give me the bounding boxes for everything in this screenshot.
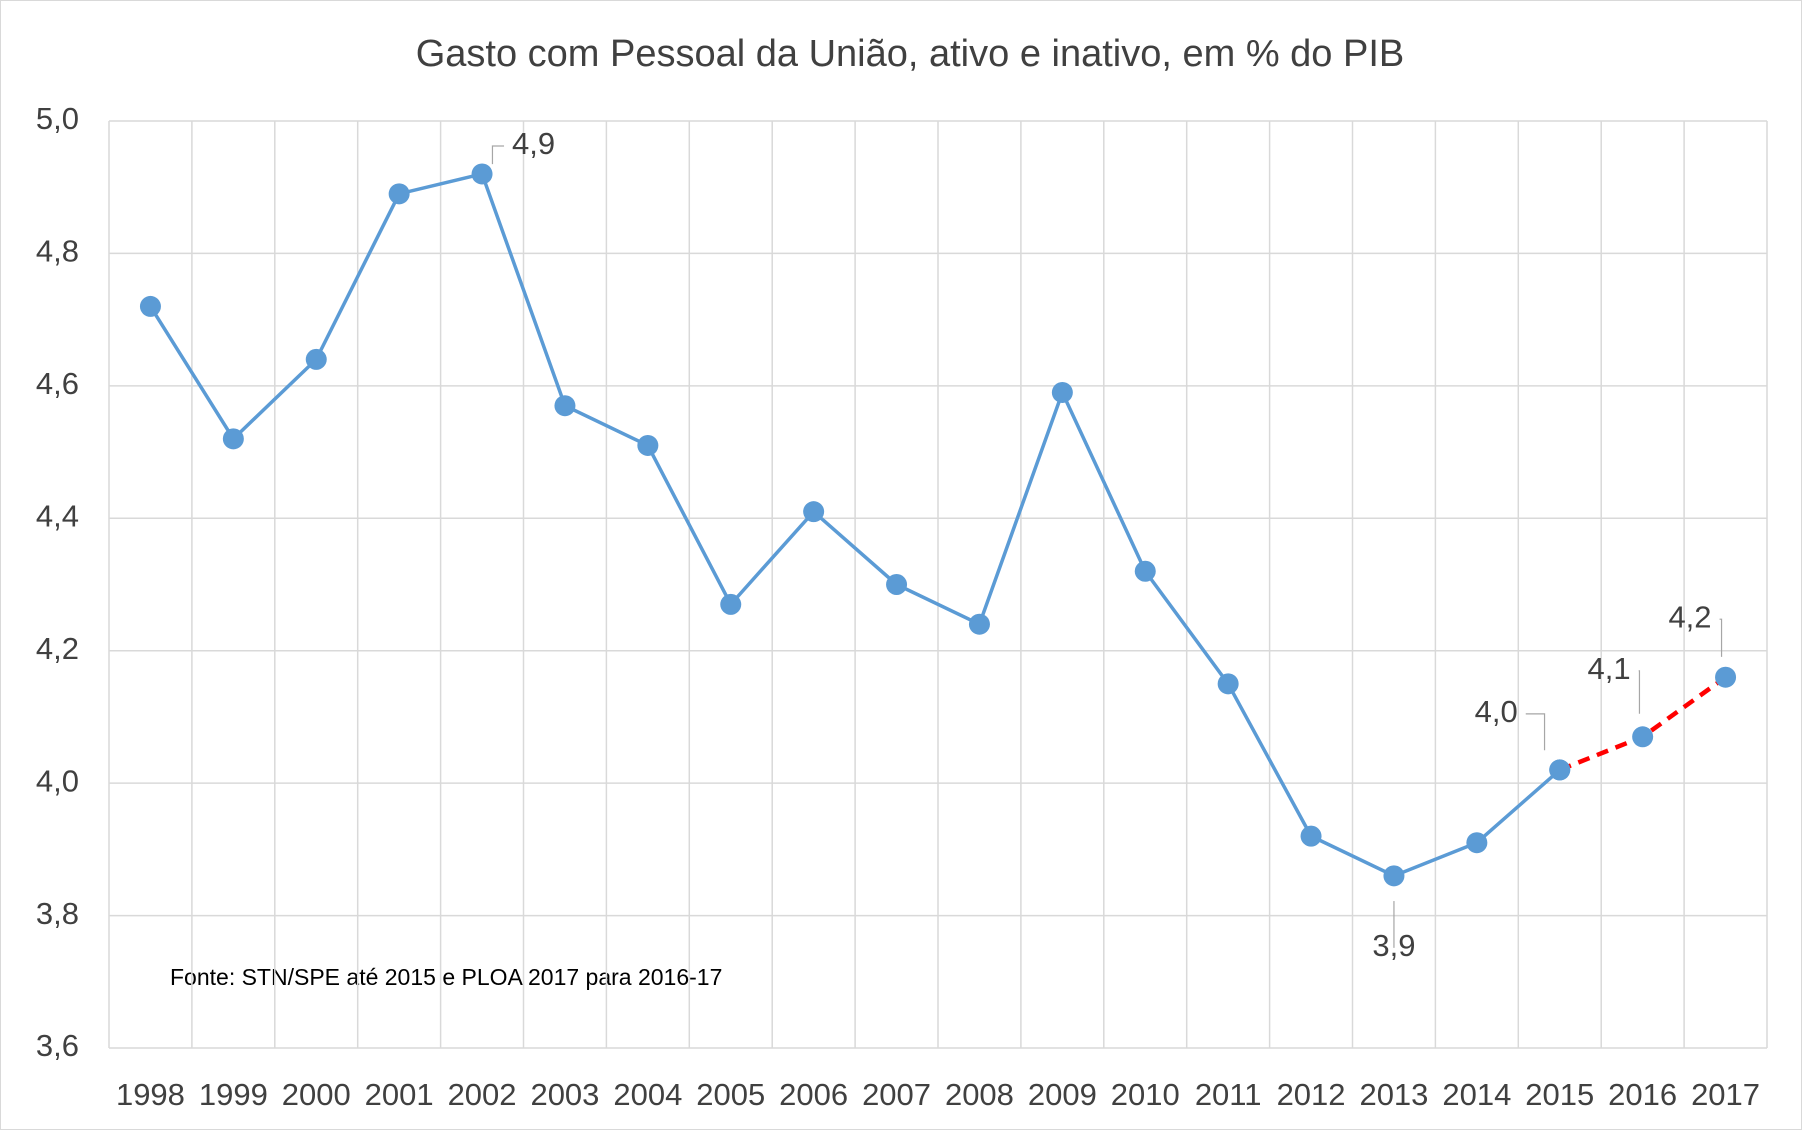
x-tick-label: 2008 xyxy=(945,1077,1014,1112)
marker xyxy=(222,428,244,450)
y-tick-label: 4,6 xyxy=(36,366,79,401)
marker xyxy=(803,501,825,523)
x-tick-label: 2003 xyxy=(530,1077,599,1112)
y-tick-label: 4,4 xyxy=(36,498,79,533)
x-tick-label: 1998 xyxy=(116,1077,185,1112)
marker xyxy=(1549,759,1571,781)
x-tick-label: 2007 xyxy=(862,1077,931,1112)
marker xyxy=(388,183,410,205)
marker xyxy=(968,613,990,635)
marker xyxy=(720,593,742,615)
x-tick-label: 2010 xyxy=(1111,1077,1180,1112)
y-tick-label: 4,8 xyxy=(36,234,79,269)
x-tick-label: 2004 xyxy=(613,1077,682,1112)
y-tick-label: 5,0 xyxy=(36,101,79,136)
x-tick-label: 2011 xyxy=(1195,1077,1262,1112)
marker xyxy=(554,395,576,417)
leader-line xyxy=(491,145,505,165)
x-tick-label: 2001 xyxy=(365,1077,434,1112)
x-tick-label: 2012 xyxy=(1277,1077,1346,1112)
marker xyxy=(139,295,161,317)
marker xyxy=(886,574,908,595)
chart-title: Gasto com Pessoal da União, ativo e inat… xyxy=(416,33,1405,75)
y-tick-label: 4,0 xyxy=(36,763,79,798)
x-tick-label: 2000 xyxy=(282,1077,351,1112)
marker xyxy=(1051,381,1073,403)
marker xyxy=(1632,726,1654,748)
marker xyxy=(305,348,327,370)
data-label: 4,1 xyxy=(1588,651,1631,686)
x-tick-label: 2009 xyxy=(1028,1077,1097,1112)
marker xyxy=(1217,673,1239,695)
x-tick-label: 2015 xyxy=(1525,1077,1594,1112)
marker xyxy=(1383,865,1405,887)
x-tick-label: 2002 xyxy=(448,1077,517,1112)
marker xyxy=(1715,666,1737,688)
x-tick-label: 2014 xyxy=(1442,1077,1511,1112)
x-tick-label: 2005 xyxy=(696,1077,765,1112)
line xyxy=(148,171,1561,878)
data-label: 3,9 xyxy=(1372,928,1415,963)
leader-line xyxy=(1638,670,1641,714)
data-label: 4,9 xyxy=(512,126,555,161)
annotation: Fonte: STN/SPE até 2015 e PLOA 2017 para… xyxy=(170,964,722,990)
marker xyxy=(1300,825,1322,847)
x-tick-label: 2017 xyxy=(1691,1077,1760,1112)
data-label: 4,0 xyxy=(1475,694,1518,729)
marker xyxy=(1466,832,1488,854)
data-label: 4,2 xyxy=(1668,599,1711,634)
x-tick-label: 2016 xyxy=(1608,1077,1677,1112)
y-tick-label: 4,2 xyxy=(36,631,79,666)
marker xyxy=(637,434,659,456)
x-tick-label: 1999 xyxy=(199,1077,268,1112)
leader-line xyxy=(1525,713,1546,751)
y-tick-label: 3,6 xyxy=(36,1028,79,1063)
x-tick-label: 2006 xyxy=(779,1077,848,1112)
marker xyxy=(471,163,493,185)
x-tick-label: 2013 xyxy=(1359,1077,1428,1112)
leader-line xyxy=(1719,618,1723,657)
y-tick-label: 3,8 xyxy=(36,896,79,931)
marker xyxy=(1134,560,1156,582)
